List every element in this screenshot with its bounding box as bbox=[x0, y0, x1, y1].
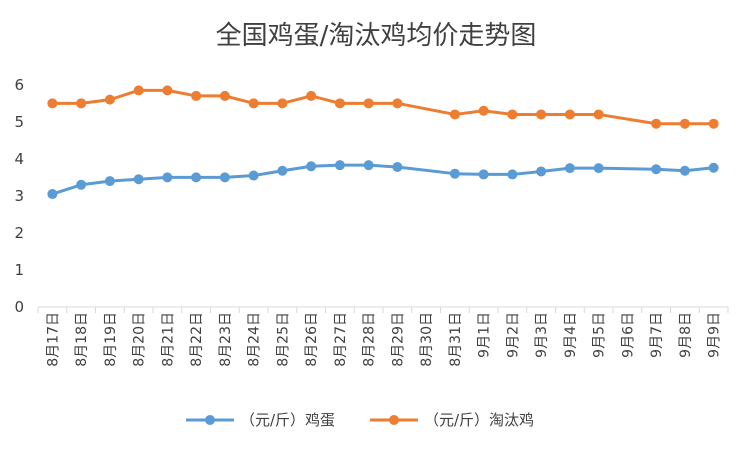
data-point bbox=[564, 163, 575, 174]
data-point bbox=[679, 165, 690, 176]
data-point bbox=[277, 165, 288, 176]
data-point bbox=[47, 189, 58, 200]
x-tick-label: 8月26日 bbox=[304, 312, 320, 367]
data-point bbox=[507, 109, 518, 120]
chart-title: 全国鸡蛋/淘汰鸡均价走势图 bbox=[216, 21, 537, 51]
data-point bbox=[478, 105, 489, 116]
data-point bbox=[449, 109, 460, 120]
x-tick-label: 9月2日 bbox=[505, 312, 521, 358]
data-point bbox=[536, 109, 547, 120]
data-point bbox=[679, 118, 690, 129]
x-tick-label: 8月31日 bbox=[448, 312, 464, 367]
x-tick-label: 9月5日 bbox=[592, 312, 608, 358]
data-point bbox=[47, 98, 58, 109]
data-point bbox=[392, 98, 403, 109]
x-tick-label: 8月21日 bbox=[160, 312, 176, 367]
x-tick-label: 8月23日 bbox=[218, 312, 234, 367]
x-axis-ticks: 8月17日 8月18日 8月19日 8月20日 8月21日 8月22日 8月23日 8月24日… bbox=[45, 312, 722, 367]
data-point bbox=[306, 90, 317, 101]
data-point bbox=[708, 118, 719, 129]
series-line bbox=[52, 88, 714, 126]
x-tick-label: 8月29日 bbox=[390, 312, 406, 367]
y-tick-label: 3 bbox=[14, 187, 24, 205]
y-tick-label: 5 bbox=[14, 113, 24, 131]
x-tick-label: 9月9日 bbox=[707, 312, 723, 358]
data-point bbox=[593, 109, 604, 120]
data-point bbox=[133, 85, 144, 96]
data-point bbox=[392, 162, 403, 173]
x-tick-label: 8月22日 bbox=[189, 312, 205, 367]
x-tick-label: 8月18日 bbox=[74, 312, 90, 367]
legend-swatch-marker bbox=[389, 415, 399, 425]
data-point bbox=[651, 118, 662, 129]
data-point bbox=[191, 172, 202, 183]
data-point bbox=[191, 90, 202, 101]
x-tick-label: 8月28日 bbox=[362, 312, 378, 367]
x-tick-label: 8月27日 bbox=[333, 312, 349, 367]
y-axis-ticks: 0 1 2 3 4 5 6 bbox=[14, 76, 24, 316]
data-point bbox=[507, 169, 518, 180]
data-point bbox=[564, 109, 575, 120]
series-layer bbox=[47, 85, 719, 200]
legend-swatch-marker bbox=[205, 415, 215, 425]
data-point bbox=[104, 94, 115, 105]
data-point bbox=[536, 166, 547, 177]
data-point bbox=[162, 85, 173, 96]
data-point bbox=[651, 164, 662, 175]
x-tick-label: 8月19日 bbox=[103, 312, 119, 367]
y-tick-label: 4 bbox=[14, 150, 24, 168]
data-point bbox=[363, 160, 374, 171]
legend-label: （元/斤）淘汰鸡 bbox=[424, 411, 534, 429]
y-tick-label: 1 bbox=[14, 261, 24, 279]
x-tick-label: 8月17日 bbox=[45, 312, 61, 367]
x-tick-label: 8月20日 bbox=[132, 312, 148, 367]
series-2 bbox=[47, 85, 719, 129]
x-tick-label: 9月4日 bbox=[563, 312, 579, 358]
series-line bbox=[51, 163, 714, 196]
legend-label: （元/斤）鸡蛋 bbox=[240, 411, 335, 429]
data-point bbox=[104, 176, 115, 187]
data-point bbox=[76, 179, 87, 190]
data-point bbox=[219, 172, 230, 183]
y-tick-label: 6 bbox=[14, 76, 24, 94]
legend: （元/斤）鸡蛋 （元/斤）淘汰鸡 bbox=[186, 411, 534, 429]
data-point bbox=[593, 163, 604, 174]
data-point bbox=[449, 168, 460, 179]
data-point bbox=[306, 161, 317, 172]
x-tick-label: 9月8日 bbox=[678, 312, 694, 358]
x-tick-label: 8月25日 bbox=[275, 312, 291, 367]
y-tick-label: 2 bbox=[14, 224, 24, 242]
x-tick-label: 9月3日 bbox=[534, 312, 550, 358]
y-tick-label: 0 bbox=[14, 298, 24, 316]
data-point bbox=[363, 98, 374, 109]
data-point bbox=[248, 170, 259, 181]
data-point bbox=[478, 169, 489, 180]
data-point bbox=[162, 172, 173, 183]
data-point bbox=[219, 90, 230, 101]
x-tick-label: 9月1日 bbox=[477, 312, 493, 358]
data-point bbox=[334, 98, 345, 109]
x-axis bbox=[37, 306, 729, 313]
data-point bbox=[76, 98, 87, 109]
x-tick-label: 8月24日 bbox=[247, 312, 263, 367]
series-1 bbox=[47, 160, 719, 200]
data-point bbox=[248, 98, 259, 109]
x-tick-label: 9月7日 bbox=[649, 312, 665, 358]
data-point bbox=[334, 160, 345, 171]
data-point bbox=[277, 98, 288, 109]
x-tick-label: 9月6日 bbox=[620, 312, 636, 358]
x-tick-label: 8月30日 bbox=[419, 312, 435, 367]
data-point bbox=[708, 162, 719, 173]
data-point bbox=[133, 174, 144, 185]
